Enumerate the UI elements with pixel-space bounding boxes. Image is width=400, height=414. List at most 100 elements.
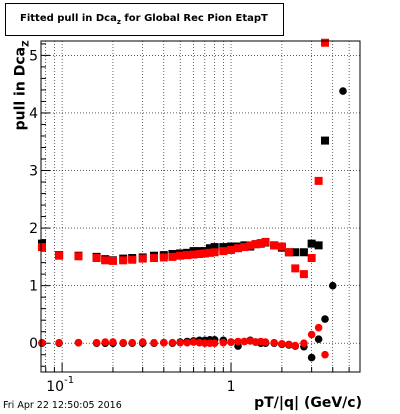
data-point-square xyxy=(138,254,147,263)
data-point-square xyxy=(240,243,249,252)
data-point-square xyxy=(270,241,279,250)
data-point-square xyxy=(210,248,219,257)
data-point-circle xyxy=(160,338,168,347)
data-point-square xyxy=(307,254,316,263)
y-axis-label-subscript: Z xyxy=(21,40,32,47)
y-axis-label: pull in DcaZ xyxy=(13,25,32,145)
data-point-circle xyxy=(219,338,228,347)
data-point-circle xyxy=(321,315,329,323)
chart-title-main: Fitted pull in Dca xyxy=(20,13,117,24)
data-point-circle xyxy=(314,323,323,332)
data-point-square xyxy=(299,270,308,279)
data-point-circle xyxy=(138,338,147,346)
data-point-square xyxy=(321,136,330,145)
data-point-square xyxy=(176,251,185,260)
data-point-circle xyxy=(74,338,83,347)
series-2 xyxy=(38,323,329,359)
data-point-square xyxy=(119,256,128,265)
data-point-square xyxy=(284,248,293,257)
data-point-square xyxy=(74,252,83,261)
data-point-square xyxy=(150,254,159,263)
data-point-square xyxy=(227,245,236,254)
data-point-circle xyxy=(307,330,316,339)
data-point-circle xyxy=(234,337,242,346)
data-point-square xyxy=(307,239,316,248)
grid-lines xyxy=(41,41,360,372)
data-point-square xyxy=(168,252,177,261)
y-axis-label-main: pull in Dca xyxy=(12,46,29,131)
y-tick-label: 0 xyxy=(29,336,38,352)
data-point-circle xyxy=(321,350,329,359)
data-point-circle xyxy=(183,338,191,347)
data-point-circle xyxy=(119,338,128,347)
data-point-square xyxy=(277,242,286,251)
data-point-circle xyxy=(307,353,316,362)
x-tick-label: 1 xyxy=(227,379,236,395)
data-point-square xyxy=(128,255,137,264)
data-point-square xyxy=(92,254,101,263)
data-point-square xyxy=(251,240,260,249)
data-point-circle xyxy=(314,335,323,343)
data-point-circle xyxy=(270,338,278,347)
data-point-circle xyxy=(285,340,293,349)
data-point-square xyxy=(234,244,243,253)
chart-title-box: Fitted pull in Dcaz for Global Rec Pion … xyxy=(5,3,284,36)
data-point-circle xyxy=(227,338,235,346)
data-point-circle xyxy=(168,338,177,347)
data-point-circle xyxy=(328,281,337,290)
chart-title: Fitted pull in Dcaz for Global Rec Pion … xyxy=(20,13,268,26)
data-point-circle xyxy=(261,338,270,346)
y-tick-label: 3 xyxy=(29,164,38,180)
data-point-circle xyxy=(128,338,137,347)
x-tick-label: 10 xyxy=(46,379,64,395)
chart-title-subscript: z xyxy=(116,18,121,26)
data-point-square xyxy=(205,244,214,253)
plot-frame xyxy=(40,40,361,373)
data-point-square xyxy=(183,251,192,260)
data-point-square xyxy=(195,249,204,258)
data-point-circle xyxy=(300,339,308,348)
data-point-circle xyxy=(109,338,117,346)
data-point-square xyxy=(55,251,64,260)
data-point-square xyxy=(219,243,228,252)
series-3 xyxy=(37,38,330,279)
data-point-square xyxy=(299,248,308,257)
data-point-square xyxy=(291,248,300,257)
y-tick-label: 1 xyxy=(29,279,38,295)
data-point-circle xyxy=(278,339,286,348)
y-tick-label: 5 xyxy=(29,48,38,64)
data-point-square xyxy=(159,253,168,262)
data-point-square xyxy=(261,237,270,246)
data-point-square xyxy=(37,243,46,252)
data-point-circle xyxy=(38,338,46,347)
data-point-circle xyxy=(210,339,219,348)
data-point-circle xyxy=(92,338,101,347)
data-point-circle xyxy=(291,341,300,350)
data-point-circle xyxy=(240,337,249,346)
data-point-square xyxy=(256,239,265,248)
datestamp: Fri Apr 22 12:50:05 2016 xyxy=(3,400,122,411)
y-tick-label: 4 xyxy=(29,106,38,122)
data-point-circle xyxy=(189,338,198,346)
data-point-square xyxy=(314,241,323,250)
data-point-square xyxy=(291,264,300,273)
data-points xyxy=(37,38,347,362)
data-point-square xyxy=(246,241,255,250)
data-point-circle xyxy=(101,338,110,346)
x-axis-label: pT/|q| (GeV/c) xyxy=(254,395,362,411)
y-tick-label: 2 xyxy=(29,221,38,237)
data-point-square xyxy=(200,249,209,258)
data-point-circle xyxy=(176,338,184,347)
data-point-circle xyxy=(339,87,347,95)
data-point-square xyxy=(321,38,330,47)
axis-ticks: 0 1 2 3 4 5 10 -1 1 xyxy=(29,43,350,395)
chart-title-rest: for Global Rec Pion EtapT xyxy=(120,13,268,24)
data-point-circle xyxy=(55,338,63,347)
series-0 xyxy=(38,87,347,362)
data-point-square xyxy=(205,248,214,257)
data-point-square xyxy=(189,250,198,259)
data-point-square xyxy=(219,247,228,256)
data-point-square xyxy=(101,256,110,265)
x-tick-label-exponent: -1 xyxy=(64,375,74,386)
